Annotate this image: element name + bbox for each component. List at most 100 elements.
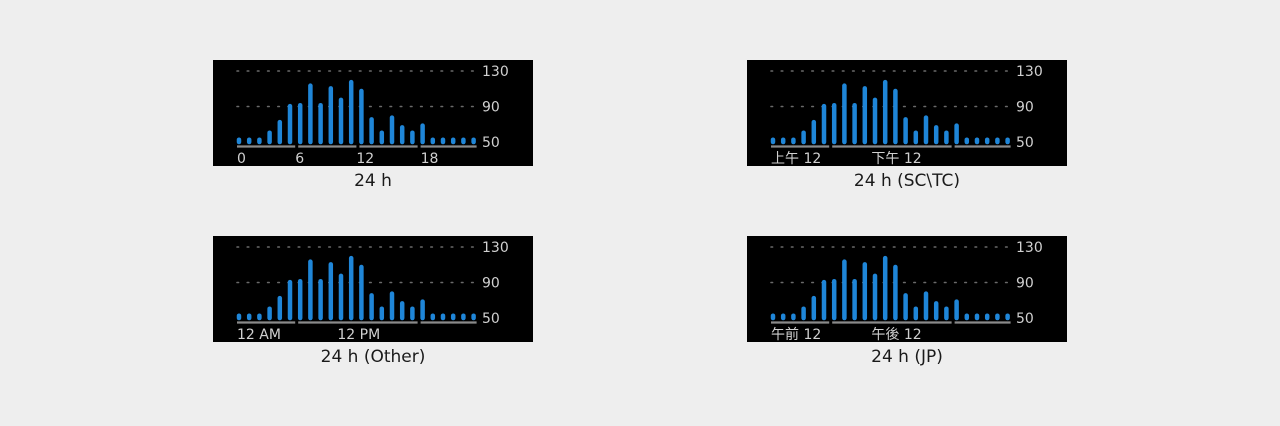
bar	[420, 299, 425, 321]
x-tick-label: 午前 12	[771, 326, 821, 342]
bar	[471, 137, 476, 145]
bar	[338, 273, 344, 321]
bar	[923, 115, 929, 145]
bar	[801, 130, 806, 145]
bar	[780, 137, 786, 145]
y-tick-label: 90	[482, 100, 500, 116]
x-tick-label: 上午 12	[771, 151, 821, 166]
bar	[944, 306, 949, 321]
x-tick-label: 12	[356, 151, 374, 166]
bar	[359, 264, 364, 321]
bar	[913, 306, 919, 321]
chart-svg: 130 90 50 上午 12 下午 12	[770, 64, 1043, 166]
bar	[287, 279, 293, 321]
bar	[389, 291, 395, 321]
x-tick-label: 6	[295, 151, 304, 166]
bar	[954, 123, 959, 145]
bar	[461, 137, 466, 145]
y-tick-label: 130	[1016, 240, 1043, 256]
bar	[842, 259, 847, 321]
bar	[821, 103, 827, 145]
bar	[882, 79, 888, 145]
bar	[811, 119, 817, 145]
bar	[246, 313, 252, 321]
bar	[379, 306, 385, 321]
bar	[831, 102, 837, 145]
bar	[318, 278, 323, 321]
bar	[903, 293, 908, 321]
chart-caption: 24 h (JP)	[871, 347, 943, 367]
chart-svg: 130 90 50 12 AM 12 PM	[236, 240, 509, 342]
bar	[267, 306, 272, 321]
bar	[984, 313, 990, 321]
y-tick-label: 130	[1016, 64, 1043, 80]
bar	[770, 137, 776, 145]
bar	[399, 125, 405, 145]
bar	[995, 137, 1000, 145]
bar	[903, 117, 908, 145]
y-tick-label: 50	[482, 135, 500, 151]
bar	[995, 313, 1000, 321]
bar	[852, 102, 857, 145]
bar	[791, 137, 796, 145]
bar	[430, 137, 436, 145]
bar	[308, 83, 313, 145]
chart-caption: 24 h (Other)	[320, 347, 426, 367]
bar	[236, 137, 242, 145]
bar	[246, 137, 252, 145]
bar	[338, 97, 344, 145]
x-tick-label: 12 AM	[237, 327, 281, 342]
x-tick-label: 0	[237, 151, 246, 166]
bar	[770, 313, 776, 321]
bar	[933, 125, 939, 145]
y-tick-label: 90	[1016, 276, 1034, 292]
bar	[780, 313, 786, 321]
bar	[359, 88, 364, 145]
y-tick-label: 50	[1016, 135, 1034, 151]
bar	[379, 130, 385, 145]
bar	[430, 313, 436, 321]
bar	[277, 295, 283, 321]
bar	[410, 306, 415, 321]
bar	[923, 291, 929, 321]
bar	[308, 259, 313, 321]
chart-caption: 24 h	[354, 171, 392, 191]
bar	[852, 278, 857, 321]
bar-chart: 130 90 50 上午 12 下午 12	[747, 60, 1067, 166]
bar	[893, 88, 898, 145]
y-tick-label: 90	[482, 276, 500, 292]
bar	[450, 137, 456, 145]
bar	[954, 299, 959, 321]
bar	[287, 103, 293, 145]
bar	[964, 313, 970, 321]
bar	[461, 313, 466, 321]
bar	[267, 130, 272, 145]
bar	[440, 137, 446, 145]
bar	[882, 255, 888, 321]
bar	[236, 313, 242, 321]
x-tick-label: 12 PM	[337, 327, 380, 342]
chart-caption: 24 h (SC\TC)	[853, 171, 961, 191]
bar	[842, 83, 847, 145]
bar	[811, 295, 817, 321]
bar	[862, 86, 868, 145]
bar	[893, 264, 898, 321]
bar	[328, 86, 334, 145]
bar	[831, 278, 837, 321]
bar	[297, 278, 303, 321]
bar-chart: 130 90 50 0 6 12 18	[213, 60, 533, 166]
bar	[410, 130, 415, 145]
bar	[369, 293, 374, 321]
bar	[399, 301, 405, 321]
bar	[872, 97, 878, 145]
bar	[862, 262, 868, 321]
bar	[944, 130, 949, 145]
y-tick-label: 90	[1016, 100, 1034, 116]
bar	[913, 130, 919, 145]
bar	[801, 306, 806, 321]
bar	[328, 262, 334, 321]
x-tick-label: 午後 12	[871, 327, 921, 342]
bar	[1005, 313, 1010, 321]
chart-svg: 130 90 50 午前 12 午後 12	[770, 240, 1043, 342]
bar	[821, 279, 827, 321]
